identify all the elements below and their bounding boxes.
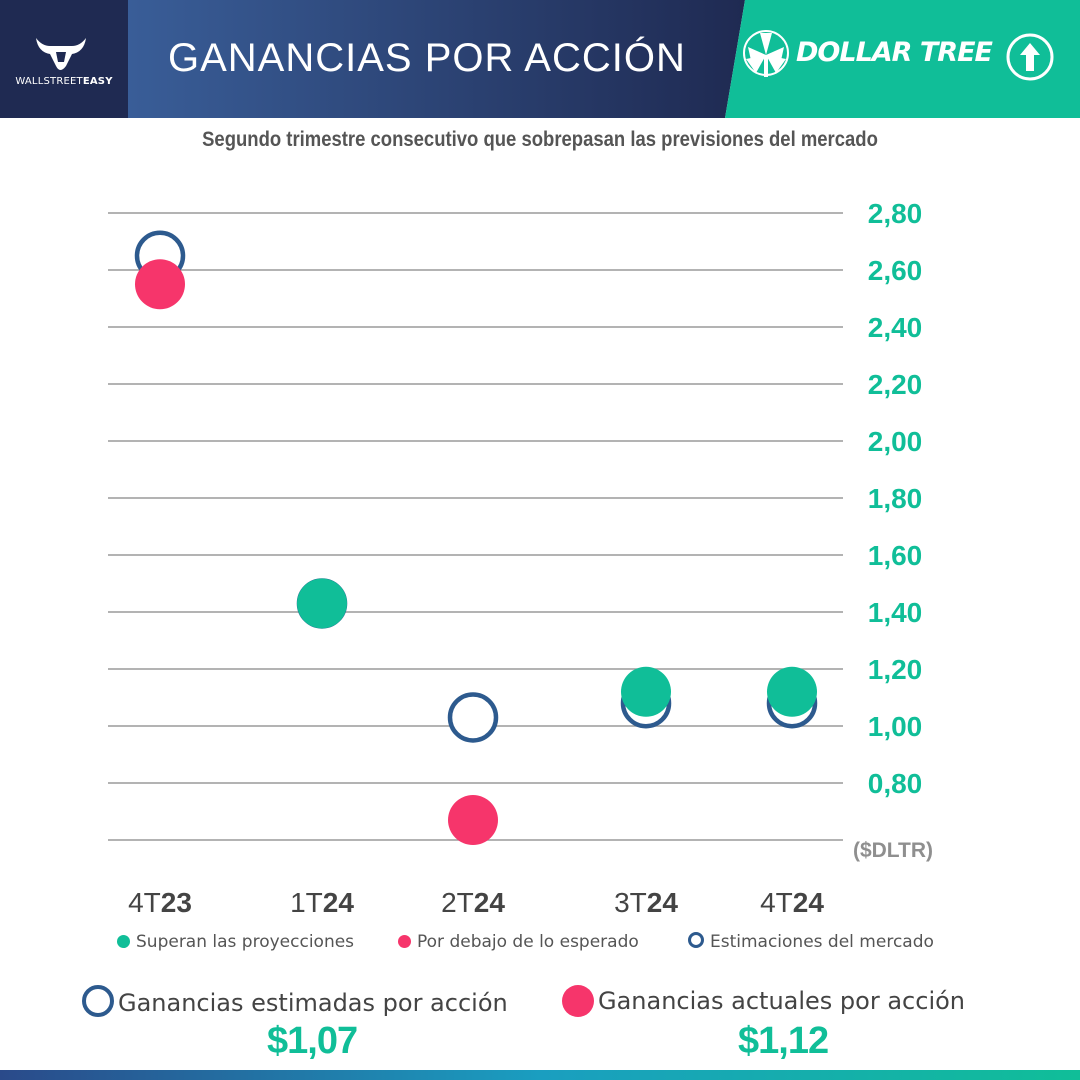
- x-tick-label: 2T24: [441, 887, 505, 918]
- estimated-eps-value: $1,07: [267, 1020, 358, 1062]
- brand-name: DOLLAR TREE: [796, 37, 993, 68]
- estimated-eps-label: Ganancias estimadas por acción: [82, 985, 508, 1017]
- estimate-point: [447, 692, 499, 743]
- logo-text: WALLSTREETEASY: [15, 76, 113, 87]
- up-arrow-icon: [1006, 33, 1054, 81]
- actual-point: [767, 666, 817, 717]
- actual-point: [135, 259, 185, 310]
- ring-icon: [82, 985, 114, 1017]
- chart-legend: Superan las proyecciones Por debajo de l…: [0, 932, 1080, 956]
- y-tick-label: 1,80: [868, 483, 923, 514]
- green-dot-icon: [117, 935, 130, 948]
- y-tick-label: 1,60: [868, 540, 923, 571]
- y-tick-label: 2,80: [868, 198, 923, 229]
- chart-subtitle: Segundo trimestre consecutivo que sobrep…: [202, 128, 878, 151]
- actual-point: [621, 666, 671, 717]
- y-tick-label: 2,40: [868, 312, 923, 343]
- x-tick-label: 4T24: [760, 887, 824, 918]
- x-tick-label: 4T23: [128, 887, 192, 918]
- bull-logo-icon: [36, 38, 86, 70]
- actual-eps-value: $1,12: [738, 1020, 829, 1062]
- y-tick-label: 2,00: [868, 426, 923, 457]
- red-dot-icon: [562, 985, 594, 1017]
- actual-point: [448, 795, 498, 846]
- x-tick-label: 1T24: [290, 887, 354, 918]
- y-tick-label: 2,20: [868, 369, 923, 400]
- red-dot-icon: [398, 935, 411, 948]
- ring-icon: [688, 932, 704, 948]
- legend-item-miss: Por debajo de lo esperado: [398, 932, 639, 952]
- header-background: [0, 0, 1080, 118]
- legend-item-estimate: Estimaciones del mercado: [688, 932, 934, 952]
- palm-tree-icon: [743, 30, 789, 77]
- legend-item-beat: Superan las proyecciones: [117, 932, 354, 952]
- y-tick-label: 2,60: [868, 255, 923, 286]
- actual-eps-label: Ganancias actuales por acción: [562, 985, 965, 1017]
- page-title: GANANCIAS POR ACCIÓN: [168, 36, 686, 80]
- x-tick-label: 3T24: [614, 887, 678, 918]
- bottom-accent-bar: [0, 1070, 1080, 1080]
- y-tick-label: 1,00: [868, 711, 923, 742]
- y-tick-label: 1,20: [868, 654, 923, 685]
- y-tick-label: 1,40: [868, 597, 923, 628]
- unit-label: ($DLTR): [853, 839, 933, 862]
- y-tick-label: 0,80: [868, 768, 923, 799]
- actual-point: [297, 578, 347, 629]
- header-banner: WALLSTREETEASY GANANCIAS POR ACCIÓN DOLL…: [0, 0, 1080, 118]
